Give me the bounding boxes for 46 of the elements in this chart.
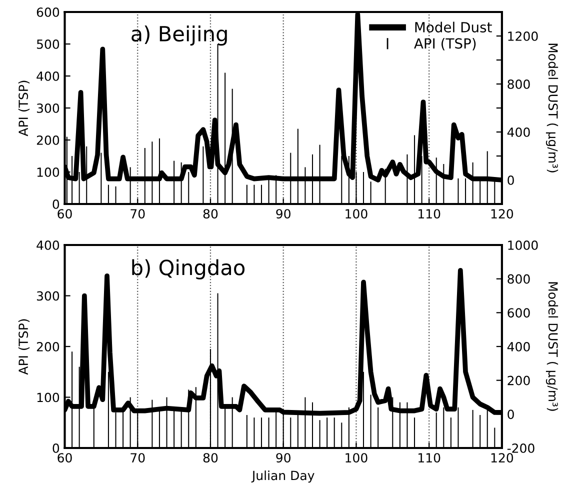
x-tick-label: 80 bbox=[203, 453, 218, 463]
y-tick-label: 300 bbox=[36, 291, 60, 301]
y-tick-label: 0 bbox=[52, 199, 60, 209]
x-tick-label: 90 bbox=[276, 453, 290, 463]
legend-label: Model Dust bbox=[415, 22, 492, 32]
y2-tick-label: 1000 bbox=[508, 240, 538, 250]
y2-tick-label: 800 bbox=[508, 79, 530, 89]
y2-tick-label: 1200 bbox=[508, 31, 538, 41]
y-tick-label: 100 bbox=[37, 392, 60, 402]
x-tick-label: 120 bbox=[491, 453, 514, 463]
y-tick-label: 0 bbox=[52, 443, 60, 453]
x-tick-label: 100 bbox=[346, 209, 368, 219]
x-tick-label: 110 bbox=[418, 453, 440, 463]
y2-tick-label: 400 bbox=[507, 127, 530, 137]
y-tick-label: 200 bbox=[36, 135, 60, 145]
y2-tick-label: 800 bbox=[508, 274, 530, 284]
x-tick-label: 60 bbox=[58, 453, 72, 463]
y2-tick-label: 0 bbox=[508, 410, 514, 420]
y2-tick-label: 600 bbox=[508, 308, 530, 318]
y-tick-label: 400 bbox=[36, 71, 60, 81]
x-tick-label: 100 bbox=[346, 453, 368, 463]
y-tick-label: 300 bbox=[36, 103, 60, 113]
y-tick-label: 600 bbox=[36, 7, 60, 17]
y-tick-label: 400 bbox=[36, 240, 60, 250]
x-tick-label: 80 bbox=[203, 209, 218, 219]
y-axis-title: API (TSP) bbox=[18, 319, 30, 375]
x-tick-label: 60 bbox=[58, 209, 72, 219]
y-tick-label: 200 bbox=[36, 342, 60, 352]
x-tick-label: 110 bbox=[418, 209, 440, 219]
text: a) Beijing bbox=[132, 25, 227, 46]
y2-tick-label: 200 bbox=[508, 376, 530, 386]
text: b) Qingdao bbox=[132, 259, 245, 280]
x-tick-label: 70 bbox=[130, 209, 145, 219]
y2-tick-label: 400 bbox=[507, 342, 530, 352]
y-tick-label: 500 bbox=[36, 39, 60, 49]
y-axis-title: API (TSP) bbox=[18, 80, 30, 136]
y-tick-label: 100 bbox=[37, 167, 60, 177]
x-tick-label: 70 bbox=[130, 453, 145, 463]
x-tick-label: 120 bbox=[491, 209, 514, 219]
y2-tick-label: -200 bbox=[507, 443, 534, 453]
x-axis-title: Julian Day bbox=[251, 470, 314, 483]
legend-label: API (TSP) bbox=[414, 38, 476, 50]
y2-tick-label: 0 bbox=[508, 175, 514, 185]
y2-axis-title: Model DUST ( μg/m³) bbox=[546, 44, 558, 172]
y2-axis-title: Model DUST ( μg/m³) bbox=[546, 282, 558, 411]
x-tick-label: 90 bbox=[276, 209, 290, 219]
